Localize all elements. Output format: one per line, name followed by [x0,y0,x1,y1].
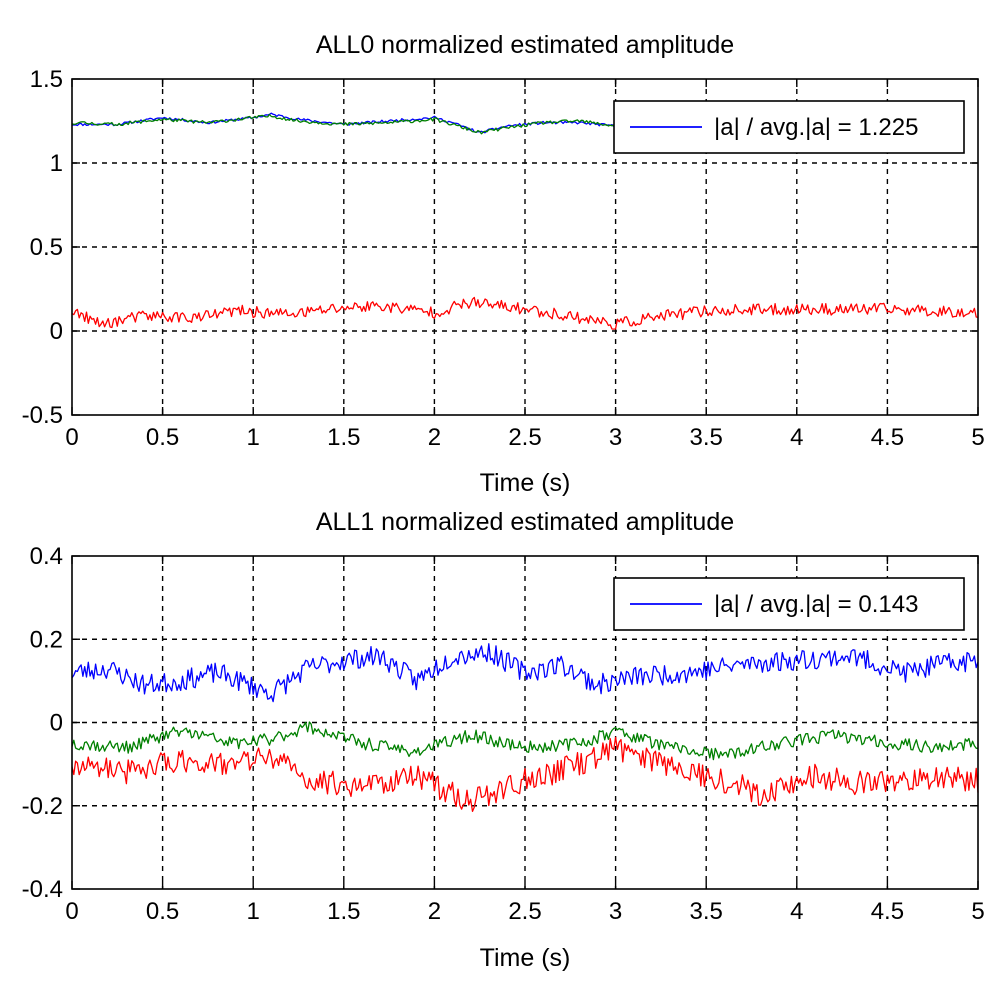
series-line-blue [71,643,979,703]
legend-label: |a| / avg.|a| = 1.225 [714,114,918,141]
x-tick-label: 1.5 [327,898,360,925]
y-tick-label: -0.5 [22,402,63,429]
y-tick-label: 0.5 [30,234,63,261]
y-tick-label: 0.2 [30,626,63,653]
x-tick-label: 0.5 [146,424,179,451]
x-tick-label: 5 [971,424,984,451]
x-tick-label: 4 [790,424,803,451]
x-tick-label: 0 [65,898,78,925]
y-tick-label: -0.2 [22,793,63,820]
y-tick-label: 0.4 [30,543,63,570]
y-tick-label: 0 [50,710,63,737]
series-line-blue [71,112,616,134]
y-tick-label: 1 [50,150,63,177]
series-line-green [71,721,979,761]
x-tick-label: 3.5 [690,898,723,925]
x-tick-label: 2 [428,424,441,451]
x-tick-label: 4.5 [871,898,904,925]
panel-all1: 0 0.5 1 1.5 2 2.5 3 3.5 4 4.5 5 -0.4 -0.2 0 0.2 0.4 ALL1… [22,508,985,972]
legend-label: |a| / avg.|a| = 0.143 [714,591,918,618]
x-tick-label: 4 [790,898,803,925]
x-axis-label: Time (s) [480,469,571,497]
x-tick-label: 3.5 [690,424,723,451]
x-tick-label: 1 [247,898,260,925]
x-tick-label: 0 [65,424,78,451]
y-tick-label: 0 [50,318,63,345]
x-tick-label: 1.5 [327,424,360,451]
x-tick-label: 2.5 [508,424,541,451]
series-line-red [71,296,979,330]
series-line-green [71,113,617,135]
chart-title: ALL0 normalized estimated amplitude [316,31,734,59]
y-tick-label: 1.5 [30,66,63,93]
x-tick-label: 2 [428,898,441,925]
series-line-red [71,736,979,813]
x-tick-label: 1 [247,424,260,451]
x-tick-label: 0.5 [146,898,179,925]
legend: |a| / avg.|a| = 1.225 [613,100,965,154]
y-tick-label: -0.4 [22,876,63,903]
chart-title: ALL1 normalized estimated amplitude [316,508,734,536]
x-tick-label: 4.5 [871,424,904,451]
x-tick-label: 3 [609,898,622,925]
x-axis-label: Time (s) [480,944,571,972]
x-tick-label: 3 [609,424,622,451]
x-tick-label: 2.5 [508,898,541,925]
legend: |a| / avg.|a| = 0.143 [613,577,965,631]
x-tick-label: 5 [971,898,984,925]
